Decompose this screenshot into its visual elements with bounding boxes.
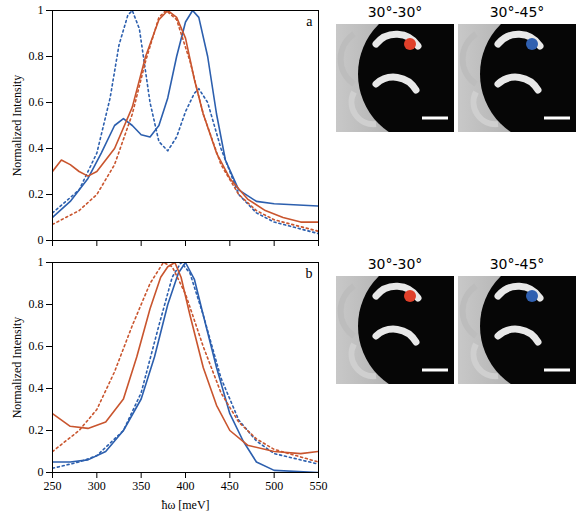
svg-text:0: 0 [38,465,44,479]
svg-text:550: 550 [310,479,328,493]
svg-text:0.4: 0.4 [29,381,44,395]
svg-text:300: 300 [88,479,106,493]
svg-text:b: b [306,266,313,281]
html-text:30°-45°: 30°-45° [489,256,545,272]
svg-text:Normalized Intensity: Normalized Intensity [10,75,24,177]
svg-text:350: 350 [132,479,150,493]
svg-text:Normalized Intensity: Normalized Intensity [10,317,24,419]
svg-text:0.6: 0.6 [29,95,44,109]
svg-text:0.6: 0.6 [29,339,44,353]
html-text:30°-30°: 30°-30° [367,256,423,272]
svg-text:450: 450 [221,479,239,493]
svg-text:0.4: 0.4 [29,141,44,155]
html-text:30°-30°: 30°-30° [367,4,423,20]
svg-text:500: 500 [265,479,283,493]
svg-text:0: 0 [38,233,44,247]
html-text:30°-45°: 30°-45° [489,4,545,20]
svg-text:0.8: 0.8 [29,297,44,311]
svg-text:1: 1 [38,3,44,17]
svg-text:ħω [meV]: ħω [meV] [161,498,209,512]
svg-text:0.8: 0.8 [29,49,44,63]
svg-text:250: 250 [44,479,62,493]
svg-text:0.2: 0.2 [29,187,44,201]
svg-text:a: a [306,14,313,29]
svg-text:1: 1 [38,255,44,269]
svg-text:0.2: 0.2 [29,423,44,437]
svg-text:400: 400 [177,479,195,493]
